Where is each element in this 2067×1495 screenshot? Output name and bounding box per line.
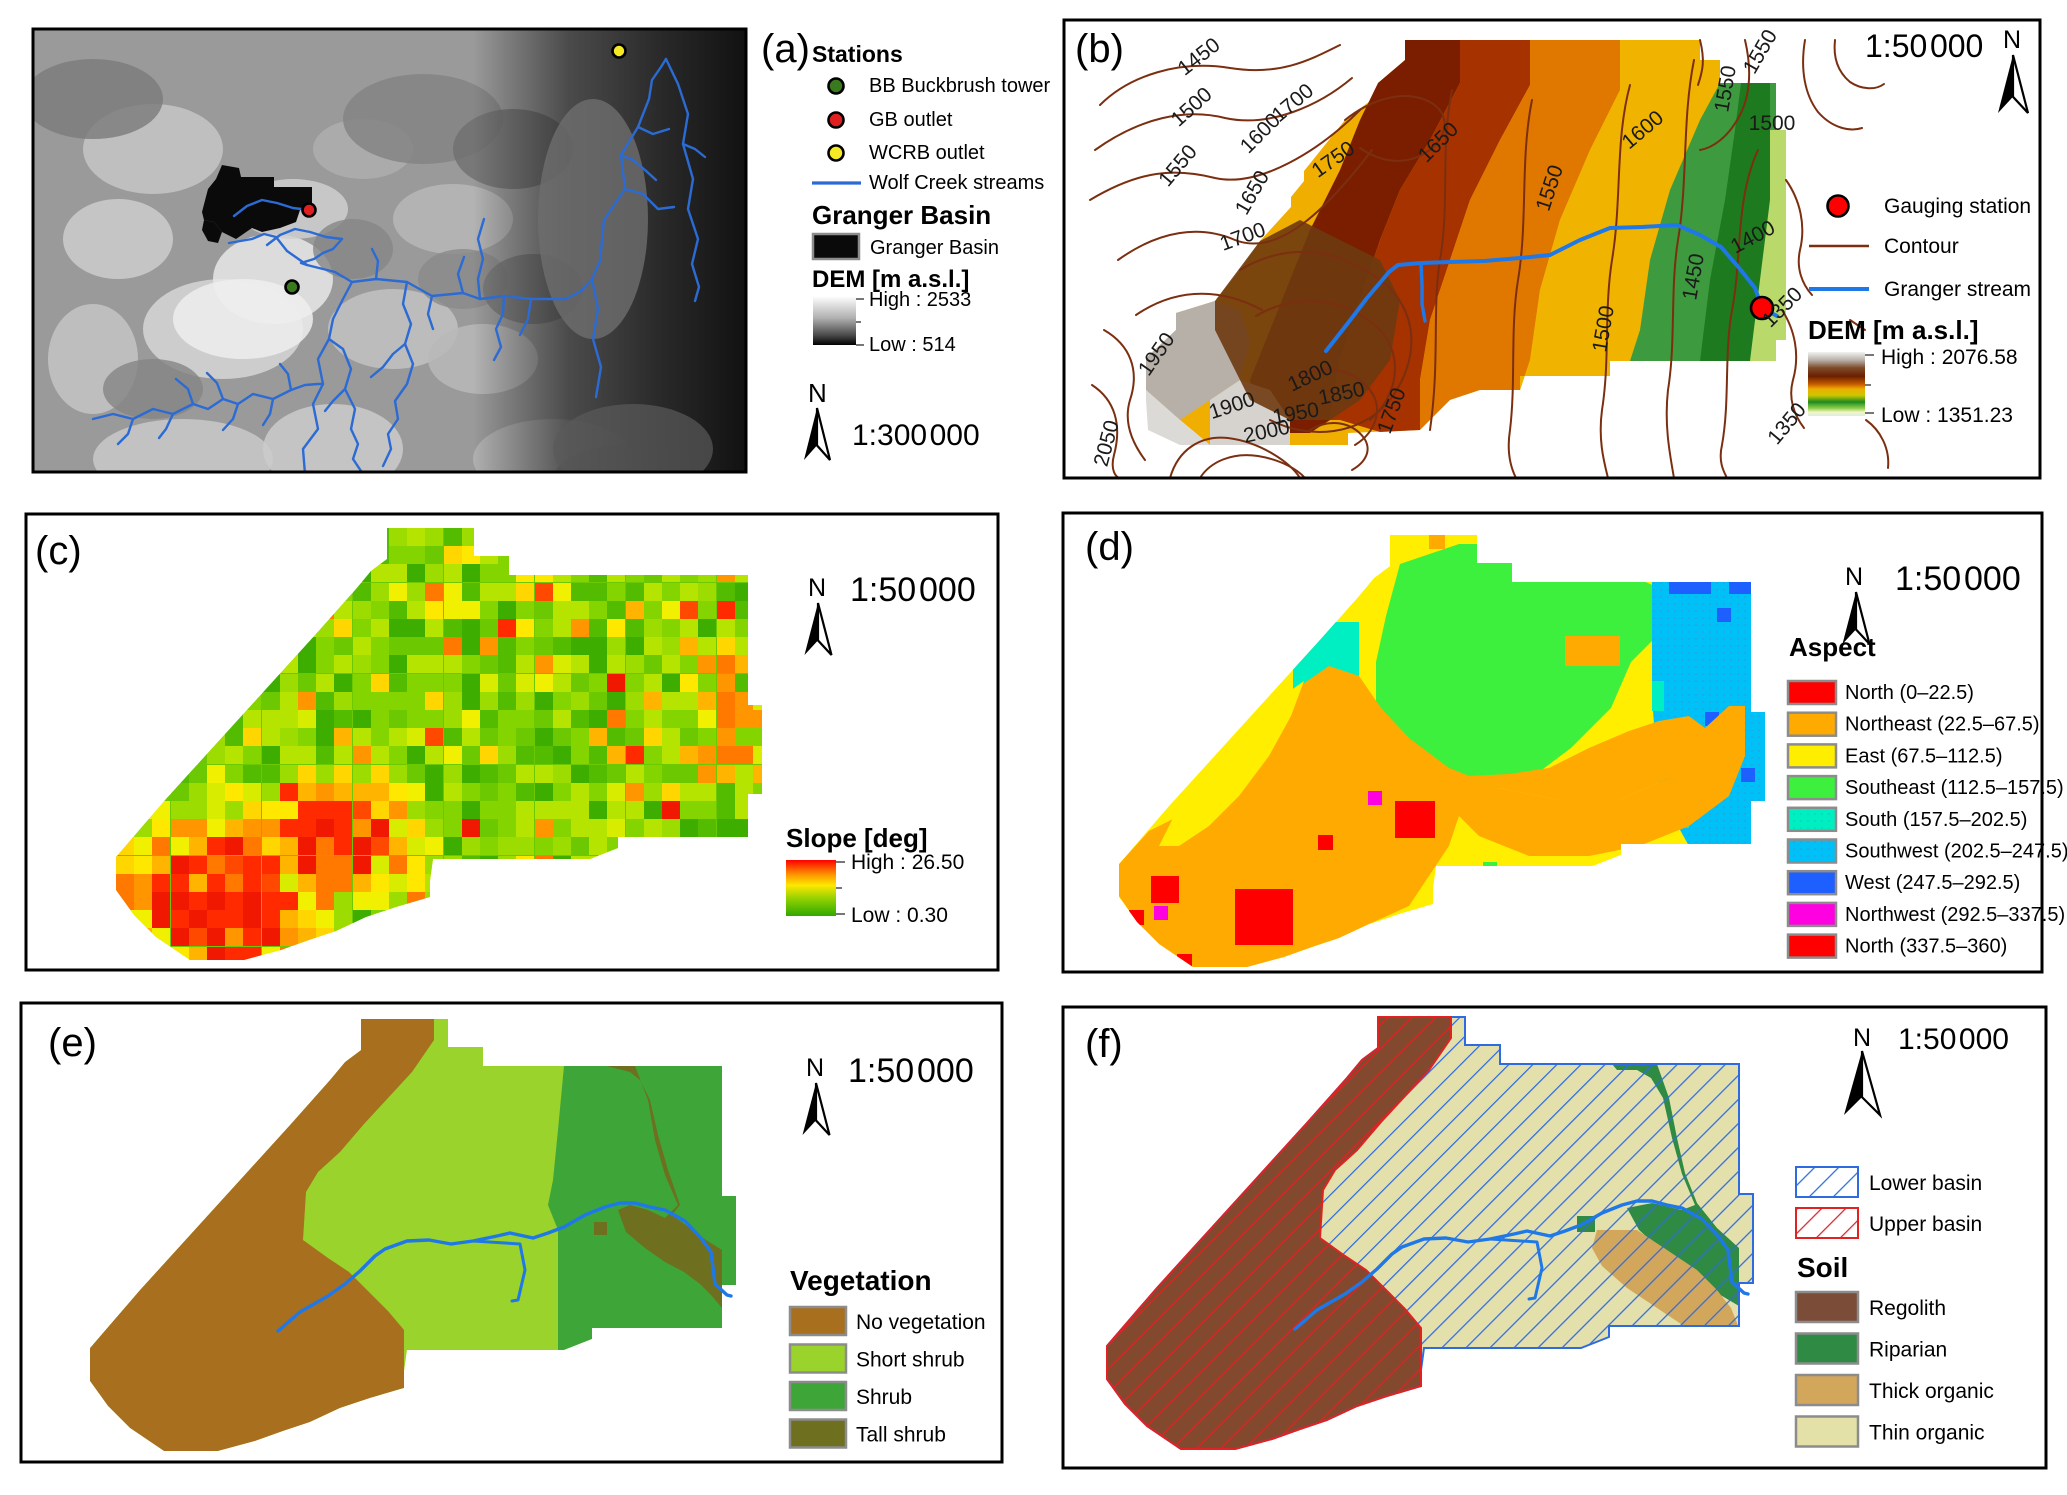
svg-text:WCRB outlet: WCRB outlet (869, 142, 985, 164)
svg-text:(c): (c) (35, 529, 82, 573)
svg-text:1:300 000: 1:300 000 (852, 419, 980, 452)
svg-text:North (337.5–360): North (337.5–360) (1845, 936, 2007, 958)
svg-text:No vegetation: No vegetation (856, 1311, 986, 1334)
svg-text:1:50 000: 1:50 000 (848, 1052, 974, 1090)
svg-text:N: N (808, 378, 827, 408)
svg-text:Thin organic: Thin organic (1869, 1422, 1985, 1445)
svg-text:Gauging station: Gauging station (1884, 195, 2031, 218)
svg-text:Vegetation: Vegetation (790, 1265, 932, 1296)
svg-text:Upper basin: Upper basin (1869, 1213, 1982, 1236)
svg-text:Shrub: Shrub (856, 1386, 912, 1409)
svg-text:N: N (1845, 563, 1863, 591)
svg-text:Stations: Stations (812, 41, 903, 67)
svg-text:Southwest (202.5–247.5): Southwest (202.5–247.5) (1845, 841, 2067, 863)
svg-text:High : 2076.58: High : 2076.58 (1881, 346, 2018, 369)
svg-text:South (157.5–202.5): South (157.5–202.5) (1845, 809, 2027, 831)
svg-text:GB outlet: GB outlet (869, 109, 953, 131)
svg-text:Low : 0.30: Low : 0.30 (851, 904, 948, 927)
svg-text:(e): (e) (48, 1021, 97, 1065)
svg-text:Thick organic: Thick organic (1869, 1380, 1994, 1403)
svg-text:Contour: Contour (1884, 235, 1959, 258)
svg-text:N: N (808, 574, 826, 602)
svg-text:1:50 000: 1:50 000 (1865, 28, 1983, 64)
svg-text:N: N (806, 1054, 824, 1082)
svg-text:BB Buckbrush tower: BB Buckbrush tower (869, 75, 1051, 97)
svg-text:East (67.5–112.5): East (67.5–112.5) (1845, 745, 2003, 767)
svg-text:West (247.5–292.5): West (247.5–292.5) (1845, 872, 2020, 894)
svg-text:1:50 000: 1:50 000 (1898, 1023, 2009, 1056)
svg-text:Regolith: Regolith (1869, 1297, 1946, 1320)
svg-text:Soil: Soil (1797, 1252, 1848, 1283)
svg-text:DEM [m a.s.l.]: DEM [m a.s.l.] (812, 266, 969, 293)
svg-text:Wolf Creek streams: Wolf Creek streams (869, 172, 1044, 194)
svg-text:Low : 514: Low : 514 (869, 334, 956, 356)
svg-text:(f): (f) (1085, 1022, 1123, 1066)
svg-text:(b): (b) (1075, 27, 1124, 71)
svg-text:(d): (d) (1085, 525, 1134, 569)
svg-text:1:50 000: 1:50 000 (1895, 560, 2021, 598)
svg-text:Granger Basin: Granger Basin (870, 237, 999, 259)
svg-text:Low : 1351.23: Low : 1351.23 (1881, 404, 2013, 427)
svg-text:Short shrub: Short shrub (856, 1349, 965, 1372)
svg-text:Tall shrub: Tall shrub (856, 1424, 946, 1447)
svg-text:North (0–22.5): North (0–22.5) (1845, 682, 1974, 704)
svg-text:1500: 1500 (1749, 112, 1796, 135)
svg-text:Riparian: Riparian (1869, 1339, 1947, 1362)
svg-text:High : 2533: High : 2533 (869, 289, 971, 311)
svg-text:1:50 000: 1:50 000 (850, 571, 976, 609)
svg-text:Granger stream: Granger stream (1884, 278, 2031, 301)
svg-text:Granger Basin: Granger Basin (812, 200, 991, 230)
svg-text:N: N (1853, 1024, 1871, 1052)
svg-text:Lower basin: Lower basin (1869, 1172, 1982, 1195)
svg-text:Southeast (112.5–157.5): Southeast (112.5–157.5) (1845, 777, 2064, 799)
svg-text:N: N (2003, 26, 2021, 54)
svg-text:Slope [deg]: Slope [deg] (786, 823, 928, 853)
svg-text:High : 26.50: High : 26.50 (851, 851, 964, 874)
svg-text:Northwest (292.5–337.5): Northwest (292.5–337.5) (1845, 904, 2065, 926)
svg-text:(a): (a) (761, 27, 810, 71)
svg-text:Northeast (22.5–67.5): Northeast (22.5–67.5) (1845, 714, 2040, 736)
svg-text:Aspect: Aspect (1789, 632, 1876, 662)
svg-text:DEM [m a.s.l.]: DEM [m a.s.l.] (1808, 315, 1978, 345)
